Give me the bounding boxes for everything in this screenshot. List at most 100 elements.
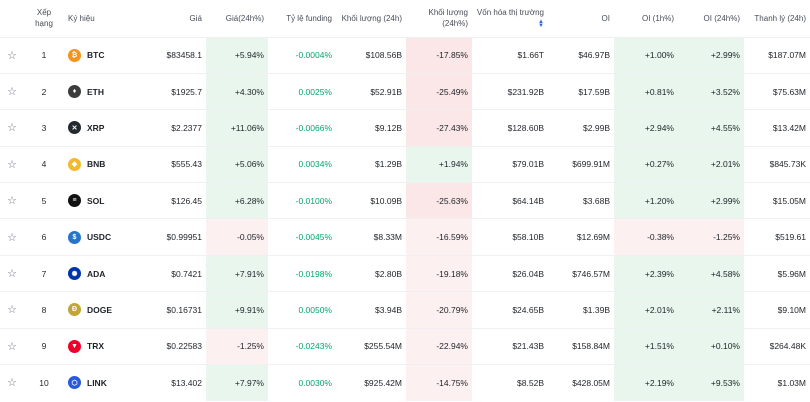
coin-symbol[interactable]: $ USDC — [68, 230, 136, 244]
coin-symbol[interactable]: ♦ ETH — [68, 85, 136, 99]
header-market-cap[interactable]: Vốn hóa thị trường▲ ▼ — [472, 0, 548, 37]
coin-symbol[interactable]: ◆ BNB — [68, 157, 136, 171]
favorite-star-icon[interactable]: ☆ — [7, 268, 17, 281]
volume-change-cell: +1.94% — [406, 145, 472, 183]
table-row[interactable]: ☆ 6 $ USDC $0.99951 -0.05% -0.0045% $8.33M -16.5… — [0, 218, 810, 256]
favorite-star-icon[interactable]: ☆ — [7, 195, 17, 208]
coin-symbol-label: XRP — [87, 122, 105, 133]
header-oi-1h[interactable]: OI (1h%) — [641, 13, 674, 23]
favorite-star-icon[interactable]: ☆ — [7, 231, 17, 244]
favorite-star-icon[interactable]: ☆ — [7, 304, 17, 317]
header-change-24h[interactable]: Giá(24h%) — [225, 13, 264, 23]
solana-icon: ≡ — [68, 194, 81, 208]
oi-cell: $46.97B — [548, 36, 614, 74]
market-cap-cell: $64.14B — [472, 182, 548, 219]
header-liquidation-24h[interactable]: Thanh lý (24h) — [754, 13, 806, 23]
oi-1h-cell: -0.38% — [614, 218, 678, 256]
coin-symbol-label: DOGE — [87, 304, 113, 315]
table-row[interactable]: ☆ 2 ♦ ETH $1925.7 +4.30% 0.0025% $52.91B -25.49%… — [0, 72, 810, 110]
rank-cell: 10 — [24, 364, 64, 401]
oi-cell: $746.57M — [548, 254, 614, 292]
price-change-cell: +7.97% — [206, 364, 268, 401]
favorite-star-icon[interactable]: ☆ — [7, 377, 17, 390]
coin-symbol[interactable]: ⬡ LINK — [68, 376, 136, 390]
header-oi-24h[interactable]: OI (24h%) — [703, 13, 740, 23]
cardano-icon: ✺ — [68, 267, 81, 281]
coin-symbol-label: BTC — [87, 50, 105, 61]
coin-symbol-label: LINK — [87, 377, 107, 388]
header-volume-24h[interactable]: Khối lượng (24h) — [341, 13, 402, 23]
volume-change-cell: -25.63% — [406, 182, 472, 219]
header-symbol[interactable]: Ký hiệu — [68, 13, 95, 23]
table-header-row: Xếp hạng Ký hiệu Giá Giá(24h%) Tỷ lệ fun… — [0, 0, 810, 37]
price-cell: $0.7421 — [140, 254, 206, 292]
header-rank[interactable]: Xếp hạng — [35, 8, 53, 29]
volume-change-cell: -20.79% — [406, 291, 472, 329]
coin-symbol[interactable]: ≡ SOL — [68, 194, 136, 208]
oi-cell: $2.99B — [548, 109, 614, 147]
oi-1h-cell: +1.51% — [614, 327, 678, 365]
header-star — [0, 0, 24, 37]
favorite-star-icon[interactable]: ☆ — [7, 122, 17, 135]
header-funding-rate[interactable]: Tỷ lệ funding — [286, 13, 332, 23]
table-row[interactable]: ☆ 5 ≡ SOL $126.45 +6.28% -0.0100% $10.09B -25.63… — [0, 182, 810, 219]
volume-cell: $925.42M — [336, 364, 406, 401]
table-row[interactable]: ☆ 8 Ð DOGE $0.16731 +9.91% 0.0050% $3.94B -20.79… — [0, 291, 810, 329]
volume-cell: $255.54M — [336, 327, 406, 365]
oi-1h-cell: +1.00% — [614, 36, 678, 74]
oi-1h-cell: +1.20% — [614, 182, 678, 219]
oi-1h-cell: +2.94% — [614, 109, 678, 147]
chainlink-icon: ⬡ — [68, 376, 81, 390]
price-cell: $126.45 — [140, 182, 206, 219]
table-row[interactable]: ☆ 4 ◆ BNB $555.43 +5.06% 0.0034% $1.29B +1.94% $7… — [0, 145, 810, 183]
price-change-cell: +9.91% — [206, 291, 268, 329]
coin-symbol[interactable]: ₿ BTC — [68, 48, 136, 62]
sort-icon[interactable]: ▲ ▼ — [538, 19, 544, 30]
rank-cell: 7 — [24, 254, 64, 292]
favorite-star-icon[interactable]: ☆ — [7, 158, 17, 171]
funding-rate-cell: 0.0034% — [268, 145, 336, 183]
ethereum-icon: ♦ — [68, 85, 81, 99]
market-cap-cell: $24.65B — [472, 291, 548, 329]
funding-rate-cell: -0.0045% — [268, 218, 336, 256]
volume-change-cell: -25.49% — [406, 72, 472, 110]
oi-cell: $3.68B — [548, 182, 614, 219]
oi-cell: $699.91M — [548, 145, 614, 183]
coin-symbol-label: ETH — [87, 86, 104, 97]
header-market-cap-label: Vốn hóa thị trường — [476, 8, 544, 18]
header-price[interactable]: Giá — [189, 13, 202, 23]
price-change-cell: +5.06% — [206, 145, 268, 183]
funding-rate-cell: -0.0004% — [268, 36, 336, 74]
oi-24h-cell: +9.53% — [678, 364, 744, 401]
coin-symbol[interactable]: ▼ TRX — [68, 339, 136, 353]
header-volume-change-24h[interactable]: Khối lượng (24h%) — [428, 8, 468, 29]
oi-1h-cell: +0.81% — [614, 72, 678, 110]
header-oi[interactable]: OI — [601, 13, 610, 23]
oi-24h-cell: -1.25% — [678, 218, 744, 256]
market-cap-cell: $58.10B — [472, 218, 548, 256]
table-row[interactable]: ☆ 1 ₿ BTC $83458.1 +5.94% -0.0004% $108.56B -17.… — [0, 36, 810, 74]
volume-cell: $9.12B — [336, 109, 406, 147]
coin-symbol[interactable]: ✕ XRP — [68, 121, 136, 135]
liquidation-cell: $75.63M — [744, 72, 810, 110]
table-row[interactable]: ☆ 9 ▼ TRX $0.22583 -1.25% -0.0243% $255.54M -22.… — [0, 327, 810, 365]
table-row[interactable]: ☆ 10 ⬡ LINK $13.402 +7.97% 0.0030% $925.42M -14.… — [0, 364, 810, 401]
market-cap-cell: $8.52B — [472, 364, 548, 401]
favorite-star-icon[interactable]: ☆ — [7, 340, 17, 353]
table-row[interactable]: ☆ 3 ✕ XRP $2.2377 +11.06% -0.0066% $9.12B -27.43… — [0, 109, 810, 147]
price-cell: $0.99951 — [140, 218, 206, 256]
oi-cell: $17.59B — [548, 72, 614, 110]
coin-symbol[interactable]: Ð DOGE — [68, 303, 136, 317]
volume-change-cell: -14.75% — [406, 364, 472, 401]
oi-1h-cell: +0.27% — [614, 145, 678, 183]
coin-symbol-label: SOL — [87, 195, 105, 206]
liquidation-cell: $1.03M — [744, 364, 810, 401]
price-change-cell: +11.06% — [206, 109, 268, 147]
table-row[interactable]: ☆ 7 ✺ ADA $0.7421 +7.91% -0.0198% $2.80B -19.18%… — [0, 254, 810, 292]
coin-symbol[interactable]: ✺ ADA — [68, 267, 136, 281]
favorite-star-icon[interactable]: ☆ — [7, 86, 17, 99]
market-cap-cell: $1.66T — [472, 36, 548, 74]
dogecoin-icon: Ð — [68, 303, 81, 317]
favorite-star-icon[interactable]: ☆ — [7, 49, 17, 62]
volume-change-cell: -16.59% — [406, 218, 472, 256]
